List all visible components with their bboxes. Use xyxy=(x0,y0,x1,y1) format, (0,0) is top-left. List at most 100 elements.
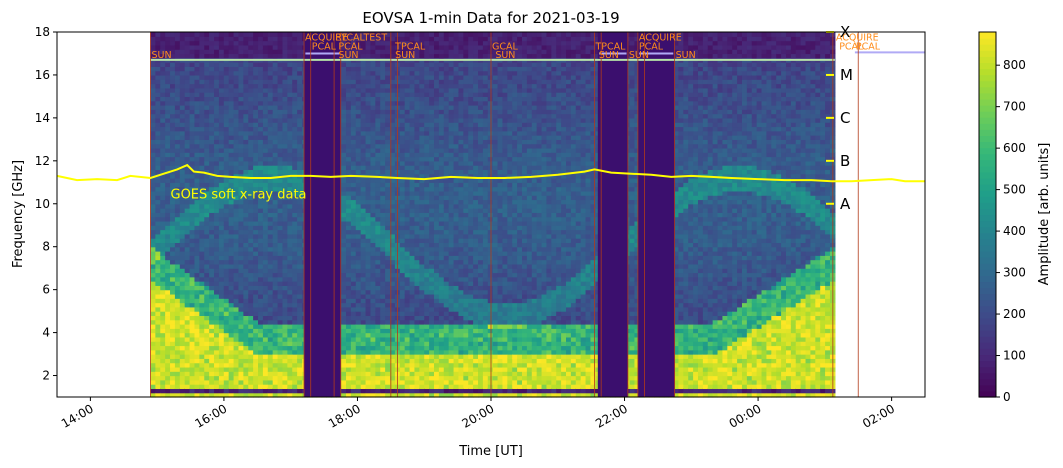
spectrogram-cell xyxy=(380,225,386,231)
spectrogram-cell xyxy=(399,336,406,342)
spectrogram-cell xyxy=(424,32,430,37)
spectrogram-cell xyxy=(414,341,420,347)
spectrogram-cell xyxy=(233,242,240,248)
spectrogram-cell xyxy=(204,186,210,192)
spectrogram-cell xyxy=(350,32,357,37)
spectrogram-cell xyxy=(385,74,391,80)
spectrogram-cell xyxy=(248,203,254,209)
spectrogram-cell xyxy=(346,306,352,312)
spectrogram-cell xyxy=(277,341,284,347)
spectrogram-cell xyxy=(179,100,186,106)
spectrogram-cell xyxy=(277,332,284,338)
spectrogram-cell xyxy=(292,251,298,256)
spectrogram-cell xyxy=(267,203,274,209)
spectrogram-cell xyxy=(370,105,376,110)
spectrogram-cell xyxy=(346,371,352,377)
spectrogram-cell xyxy=(390,251,396,256)
spectrogram-cell xyxy=(194,242,200,248)
spectrogram-cell xyxy=(238,311,244,317)
spectrogram-cell xyxy=(214,251,220,256)
spectrogram-cell xyxy=(262,190,269,196)
spectrogram-cell xyxy=(150,92,156,98)
spectrogram-cell xyxy=(170,165,176,171)
spectrogram-cell xyxy=(160,186,166,192)
spectrogram-cell xyxy=(360,117,367,123)
spectrogram-cell xyxy=(419,276,425,282)
spectrogram-cell xyxy=(414,169,420,175)
spectrogram-cell xyxy=(390,272,396,278)
spectrogram-cell xyxy=(253,147,259,153)
spectrogram-cell xyxy=(404,70,411,76)
spectrogram-cell xyxy=(209,36,215,42)
spectrogram-cell xyxy=(414,105,420,110)
spectrogram-cell xyxy=(272,298,279,304)
spectrogram-cell xyxy=(370,293,376,299)
spectrogram-cell xyxy=(341,74,347,80)
spectrogram-cell xyxy=(429,190,435,196)
spectrogram-cell xyxy=(204,203,210,209)
spectrogram-cell xyxy=(399,203,406,209)
spectrogram-cell xyxy=(189,302,196,308)
spectrogram-cell xyxy=(419,36,425,42)
spectrogram-cell xyxy=(160,160,166,166)
spectrogram-cell xyxy=(199,165,205,171)
spectrogram-cell xyxy=(424,169,430,175)
spectrogram-cell xyxy=(243,156,249,162)
spectrogram-cell xyxy=(204,105,210,110)
spectrogram-cell xyxy=(199,152,205,158)
spectrogram-cell xyxy=(390,135,396,140)
spectrogram-cell xyxy=(419,220,425,226)
spectrogram-cell xyxy=(233,392,240,398)
spectrogram-cell xyxy=(223,92,230,98)
spectrogram-cell xyxy=(424,328,430,334)
spectrogram-cell xyxy=(404,74,411,80)
spectrogram-cell xyxy=(238,126,244,132)
spectrogram-cell xyxy=(155,366,161,372)
spectrogram-cell xyxy=(434,130,440,136)
spectrogram-cell xyxy=(243,126,249,132)
spectrogram-cell xyxy=(155,345,161,351)
spectrogram-cell xyxy=(370,130,376,136)
spectrogram-cell xyxy=(277,160,284,166)
spectrogram-cell xyxy=(267,122,274,128)
spectrogram-cell xyxy=(199,96,205,102)
spectrogram-cell xyxy=(267,152,274,158)
spectrogram-cell xyxy=(174,358,181,364)
spectrogram-cell xyxy=(409,375,416,381)
spectrogram-cell xyxy=(209,139,215,145)
spectrogram-cell xyxy=(375,259,381,265)
spectrogram-cell xyxy=(292,281,298,286)
spectrogram-cell xyxy=(233,229,240,235)
spectrogram-cell xyxy=(365,220,372,226)
spectrogram-cell xyxy=(243,147,249,153)
spectrogram-cell xyxy=(209,212,215,218)
spectrogram-cell xyxy=(184,379,191,385)
spectrogram-cell xyxy=(179,268,186,274)
spectrogram-cell xyxy=(253,220,259,226)
spectrogram-cell xyxy=(179,392,186,398)
spectrogram-cell xyxy=(267,96,274,102)
spectrogram-cell xyxy=(434,220,440,226)
spectrogram-cell xyxy=(228,324,235,329)
spectrogram-cell xyxy=(184,281,191,286)
spectrogram-cell xyxy=(434,379,440,385)
spectrogram-cell xyxy=(258,190,264,196)
spectrogram-cell xyxy=(267,246,274,252)
spectrogram-cell xyxy=(297,354,303,359)
spectrogram-cell xyxy=(355,379,362,385)
spectrogram-cell xyxy=(424,238,430,244)
spectrogram-cell xyxy=(194,272,200,278)
spectrogram-cell xyxy=(370,135,376,140)
spectrogram-cell xyxy=(414,139,420,145)
spectrogram-cell xyxy=(223,336,230,342)
spectrogram-cell xyxy=(380,315,386,321)
spectrogram-cell xyxy=(365,345,372,351)
spectrogram-cell xyxy=(370,92,376,98)
spectrogram-cell xyxy=(214,371,220,377)
spectrogram-cell xyxy=(272,259,279,265)
spectrogram-cell xyxy=(209,328,215,334)
spectrogram-cell xyxy=(223,109,230,115)
spectrogram-cell xyxy=(409,225,416,231)
spectrogram-cell xyxy=(424,289,430,295)
spectrogram-cell xyxy=(204,225,210,231)
